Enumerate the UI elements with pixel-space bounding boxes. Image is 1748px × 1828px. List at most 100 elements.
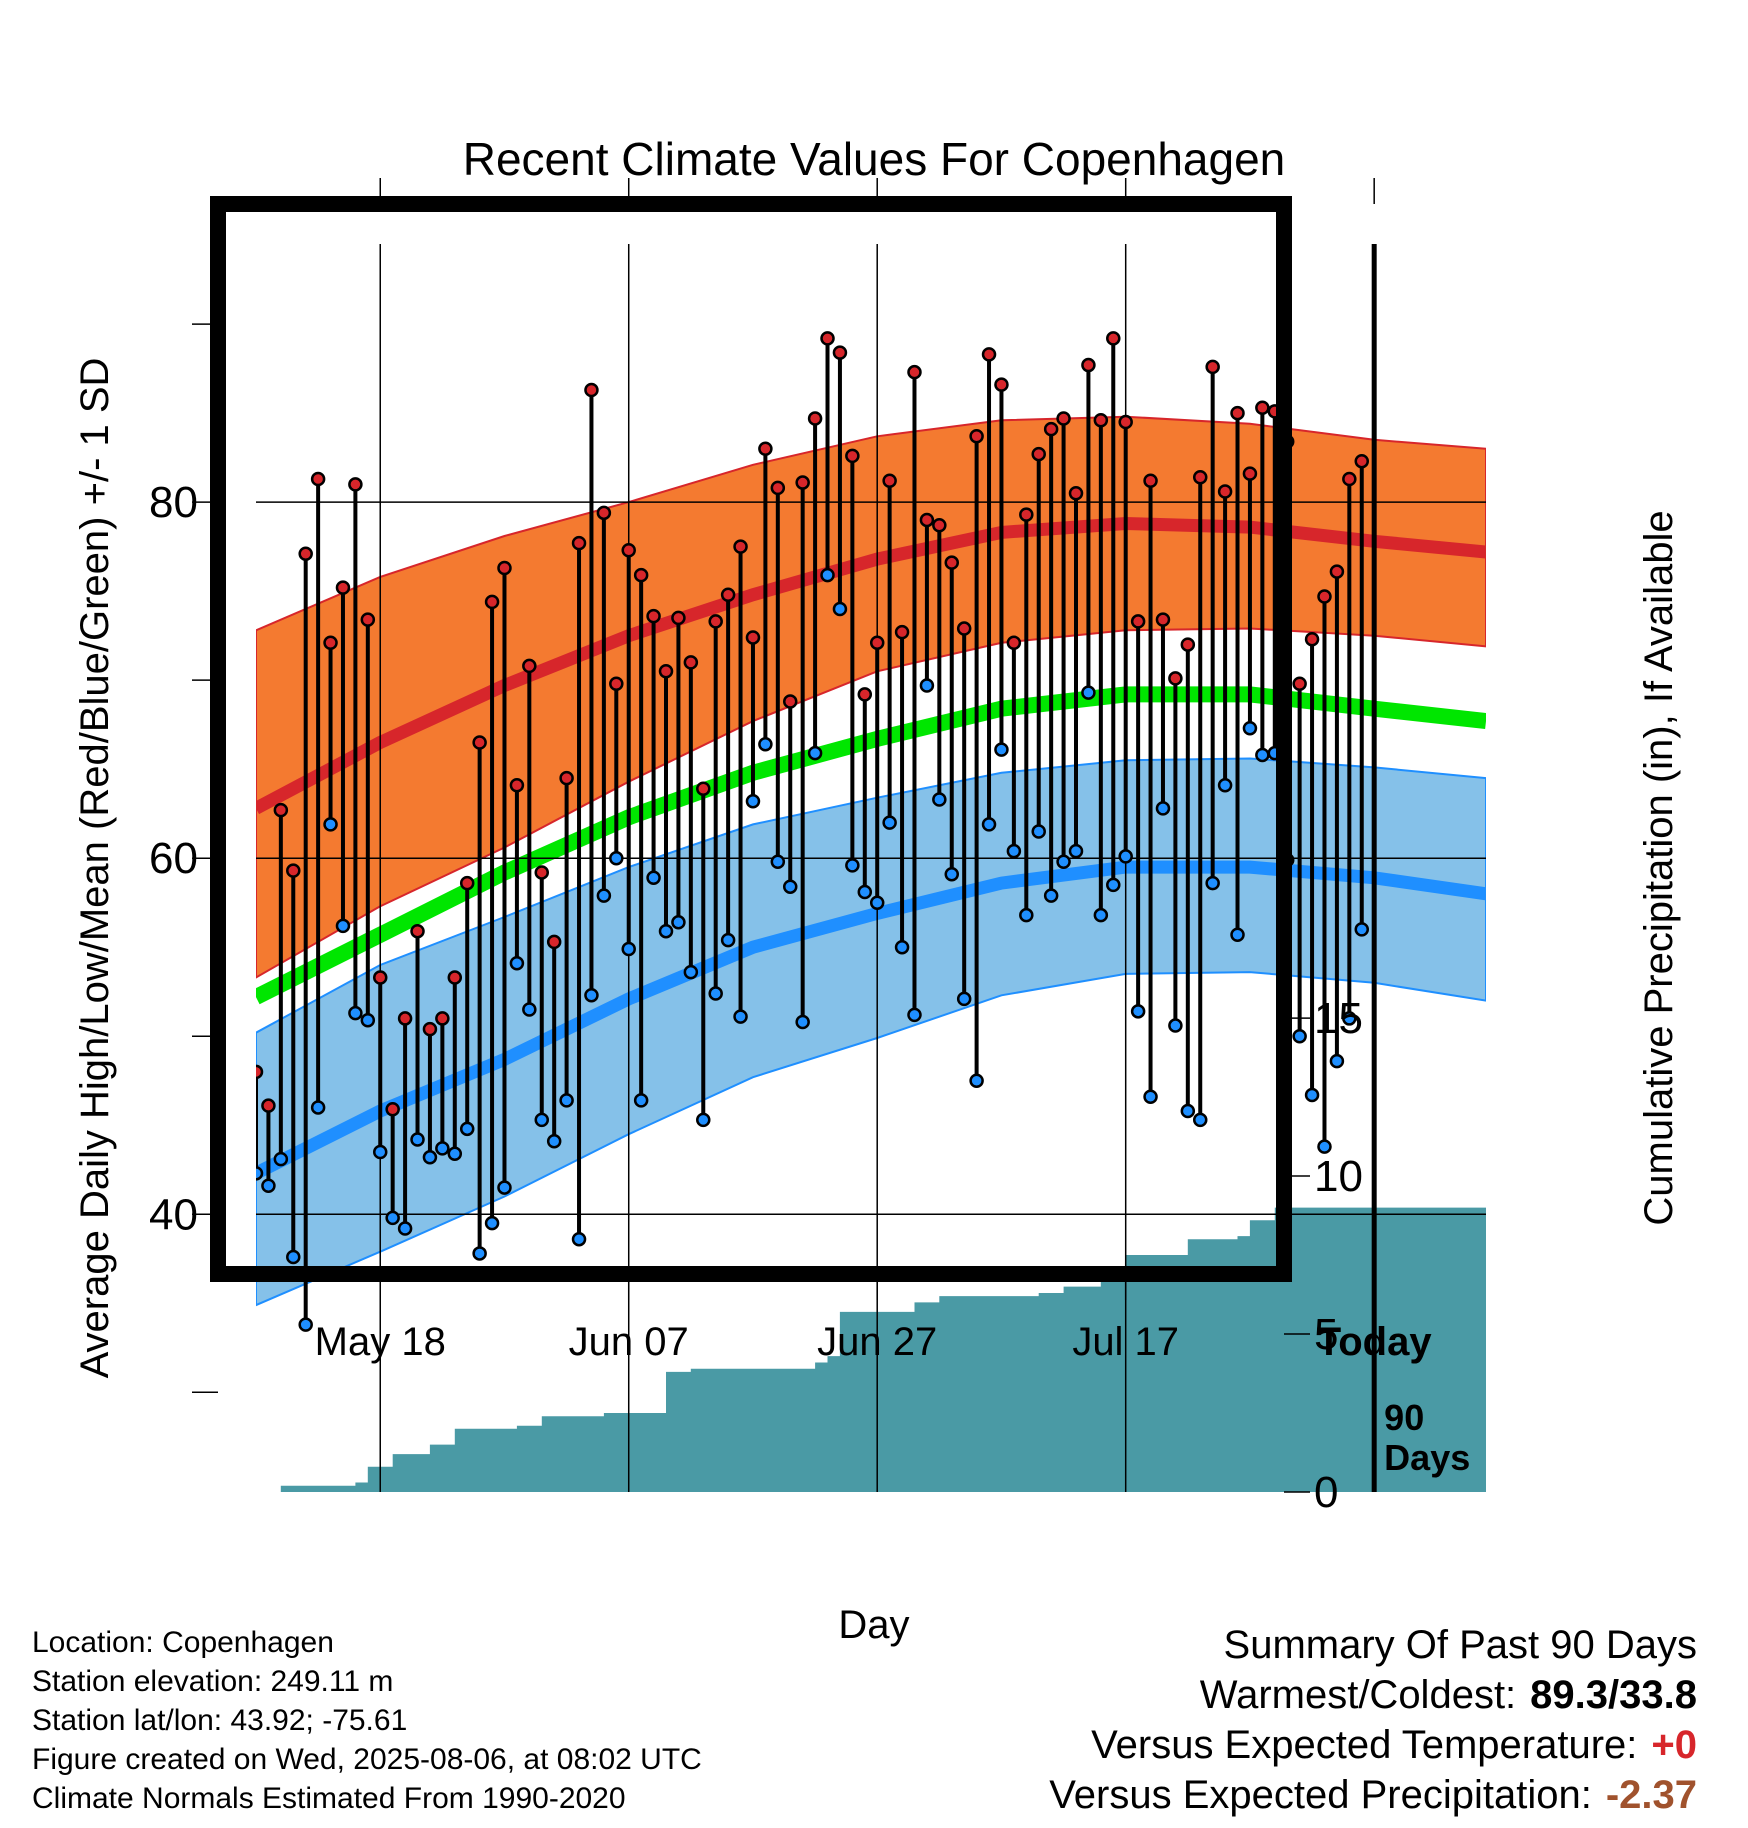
high-point — [360, 612, 376, 627]
low-point — [1043, 888, 1059, 903]
high-point — [546, 934, 562, 950]
low-point — [609, 850, 624, 866]
low-point — [1255, 747, 1270, 763]
low-point — [646, 870, 661, 886]
high-point — [609, 676, 624, 691]
high-point — [944, 555, 960, 570]
low-point — [1192, 1112, 1208, 1128]
high-point — [1106, 331, 1121, 346]
precip-label: Versus Expected Precipitation: — [1049, 1773, 1592, 1817]
y-axis-label-left: Average Daily High/Low/Mean (Red/Blue/Gr… — [73, 358, 117, 1379]
low-point — [1143, 1089, 1158, 1105]
high-point — [335, 580, 351, 595]
high-point — [385, 1101, 400, 1117]
low-point — [360, 1012, 376, 1028]
low-point — [397, 1221, 413, 1236]
low-point — [1292, 1028, 1307, 1044]
high-point — [1304, 631, 1320, 647]
low-point — [1242, 720, 1258, 736]
low-point — [584, 988, 599, 1003]
y-axis-label-right: Cumulative Precipitation (in), If Availa… — [1637, 510, 1681, 1225]
high-point — [919, 512, 935, 528]
low-point — [956, 991, 972, 1007]
chart-title: Recent Climate Values For Copenhagen — [463, 133, 1286, 185]
high-point — [646, 608, 661, 624]
high-point — [584, 382, 599, 398]
high-point — [845, 448, 860, 464]
warm-cold-label: Warmest/Coldest: — [1199, 1673, 1517, 1717]
high-point — [273, 802, 289, 818]
summary-panel: Summary Of Past 90 Days Warmest/Coldest:… — [1049, 1620, 1697, 1820]
low-point — [1155, 801, 1171, 816]
warm-cold-value: 89.3/33.8 — [1530, 1673, 1697, 1717]
low-point — [1180, 1103, 1196, 1119]
low-point — [1006, 843, 1022, 859]
created-text: Figure created on Wed, 2025-08-06, at 08… — [32, 1743, 702, 1776]
low-point — [459, 1121, 475, 1137]
low-point — [509, 955, 525, 971]
high-point — [1217, 484, 1233, 499]
high-point — [348, 477, 363, 492]
high-point — [1354, 453, 1370, 469]
low-point — [720, 932, 736, 948]
high-point — [782, 694, 798, 709]
low-point — [696, 1112, 711, 1128]
low-point — [447, 1146, 463, 1161]
high-point — [571, 535, 587, 551]
x-axis-label: Day — [838, 1603, 909, 1647]
high-point — [397, 1011, 413, 1026]
low-point — [770, 854, 786, 870]
low-point — [298, 1317, 313, 1332]
low-point — [385, 1210, 400, 1226]
low-point — [845, 858, 860, 873]
low-point — [323, 817, 338, 832]
low-point — [484, 1215, 500, 1231]
low-point — [1168, 1018, 1183, 1033]
low-point — [1093, 907, 1109, 923]
low-point — [1317, 1139, 1332, 1154]
high-point — [671, 610, 686, 626]
high-point — [683, 655, 699, 670]
low-point — [534, 1112, 550, 1128]
low-point — [435, 1141, 450, 1156]
high-point — [994, 377, 1009, 392]
low-point — [758, 737, 773, 752]
high-point — [882, 473, 897, 489]
high-point — [534, 865, 550, 880]
x-tick-label: Jun 07 — [569, 1320, 689, 1364]
high-point — [733, 539, 748, 554]
low-point — [1205, 875, 1220, 891]
high-point — [932, 518, 947, 533]
high-point — [1056, 411, 1071, 426]
right-tick-label: 10 — [1314, 1152, 1363, 1201]
low-point — [869, 895, 885, 910]
high-point — [497, 560, 512, 576]
low-point — [596, 888, 612, 903]
low-point — [571, 1231, 587, 1247]
high-point — [1118, 414, 1133, 430]
left-tick-label: 80 — [149, 478, 198, 527]
low-point — [546, 1134, 562, 1149]
high-point — [832, 345, 848, 360]
precip-value: -2.37 — [1605, 1773, 1697, 1817]
high-point — [1192, 469, 1208, 485]
low-point — [1118, 849, 1133, 864]
temp-label: Versus Expected Temperature: — [1091, 1723, 1638, 1767]
low-point — [273, 1151, 289, 1167]
low-point — [733, 1009, 748, 1024]
high-point — [1180, 637, 1196, 652]
high-point — [907, 364, 922, 380]
low-point — [1329, 1053, 1345, 1069]
summary-title: Summary Of Past 90 Days — [1223, 1623, 1697, 1667]
high-point — [857, 687, 873, 702]
low-point — [1081, 685, 1096, 700]
low-point — [795, 1014, 810, 1030]
high-point — [1155, 612, 1171, 627]
high-point — [795, 475, 810, 490]
low-point — [1217, 777, 1233, 793]
low-point — [745, 793, 761, 809]
high-point — [1031, 446, 1046, 462]
low-point — [981, 817, 997, 832]
